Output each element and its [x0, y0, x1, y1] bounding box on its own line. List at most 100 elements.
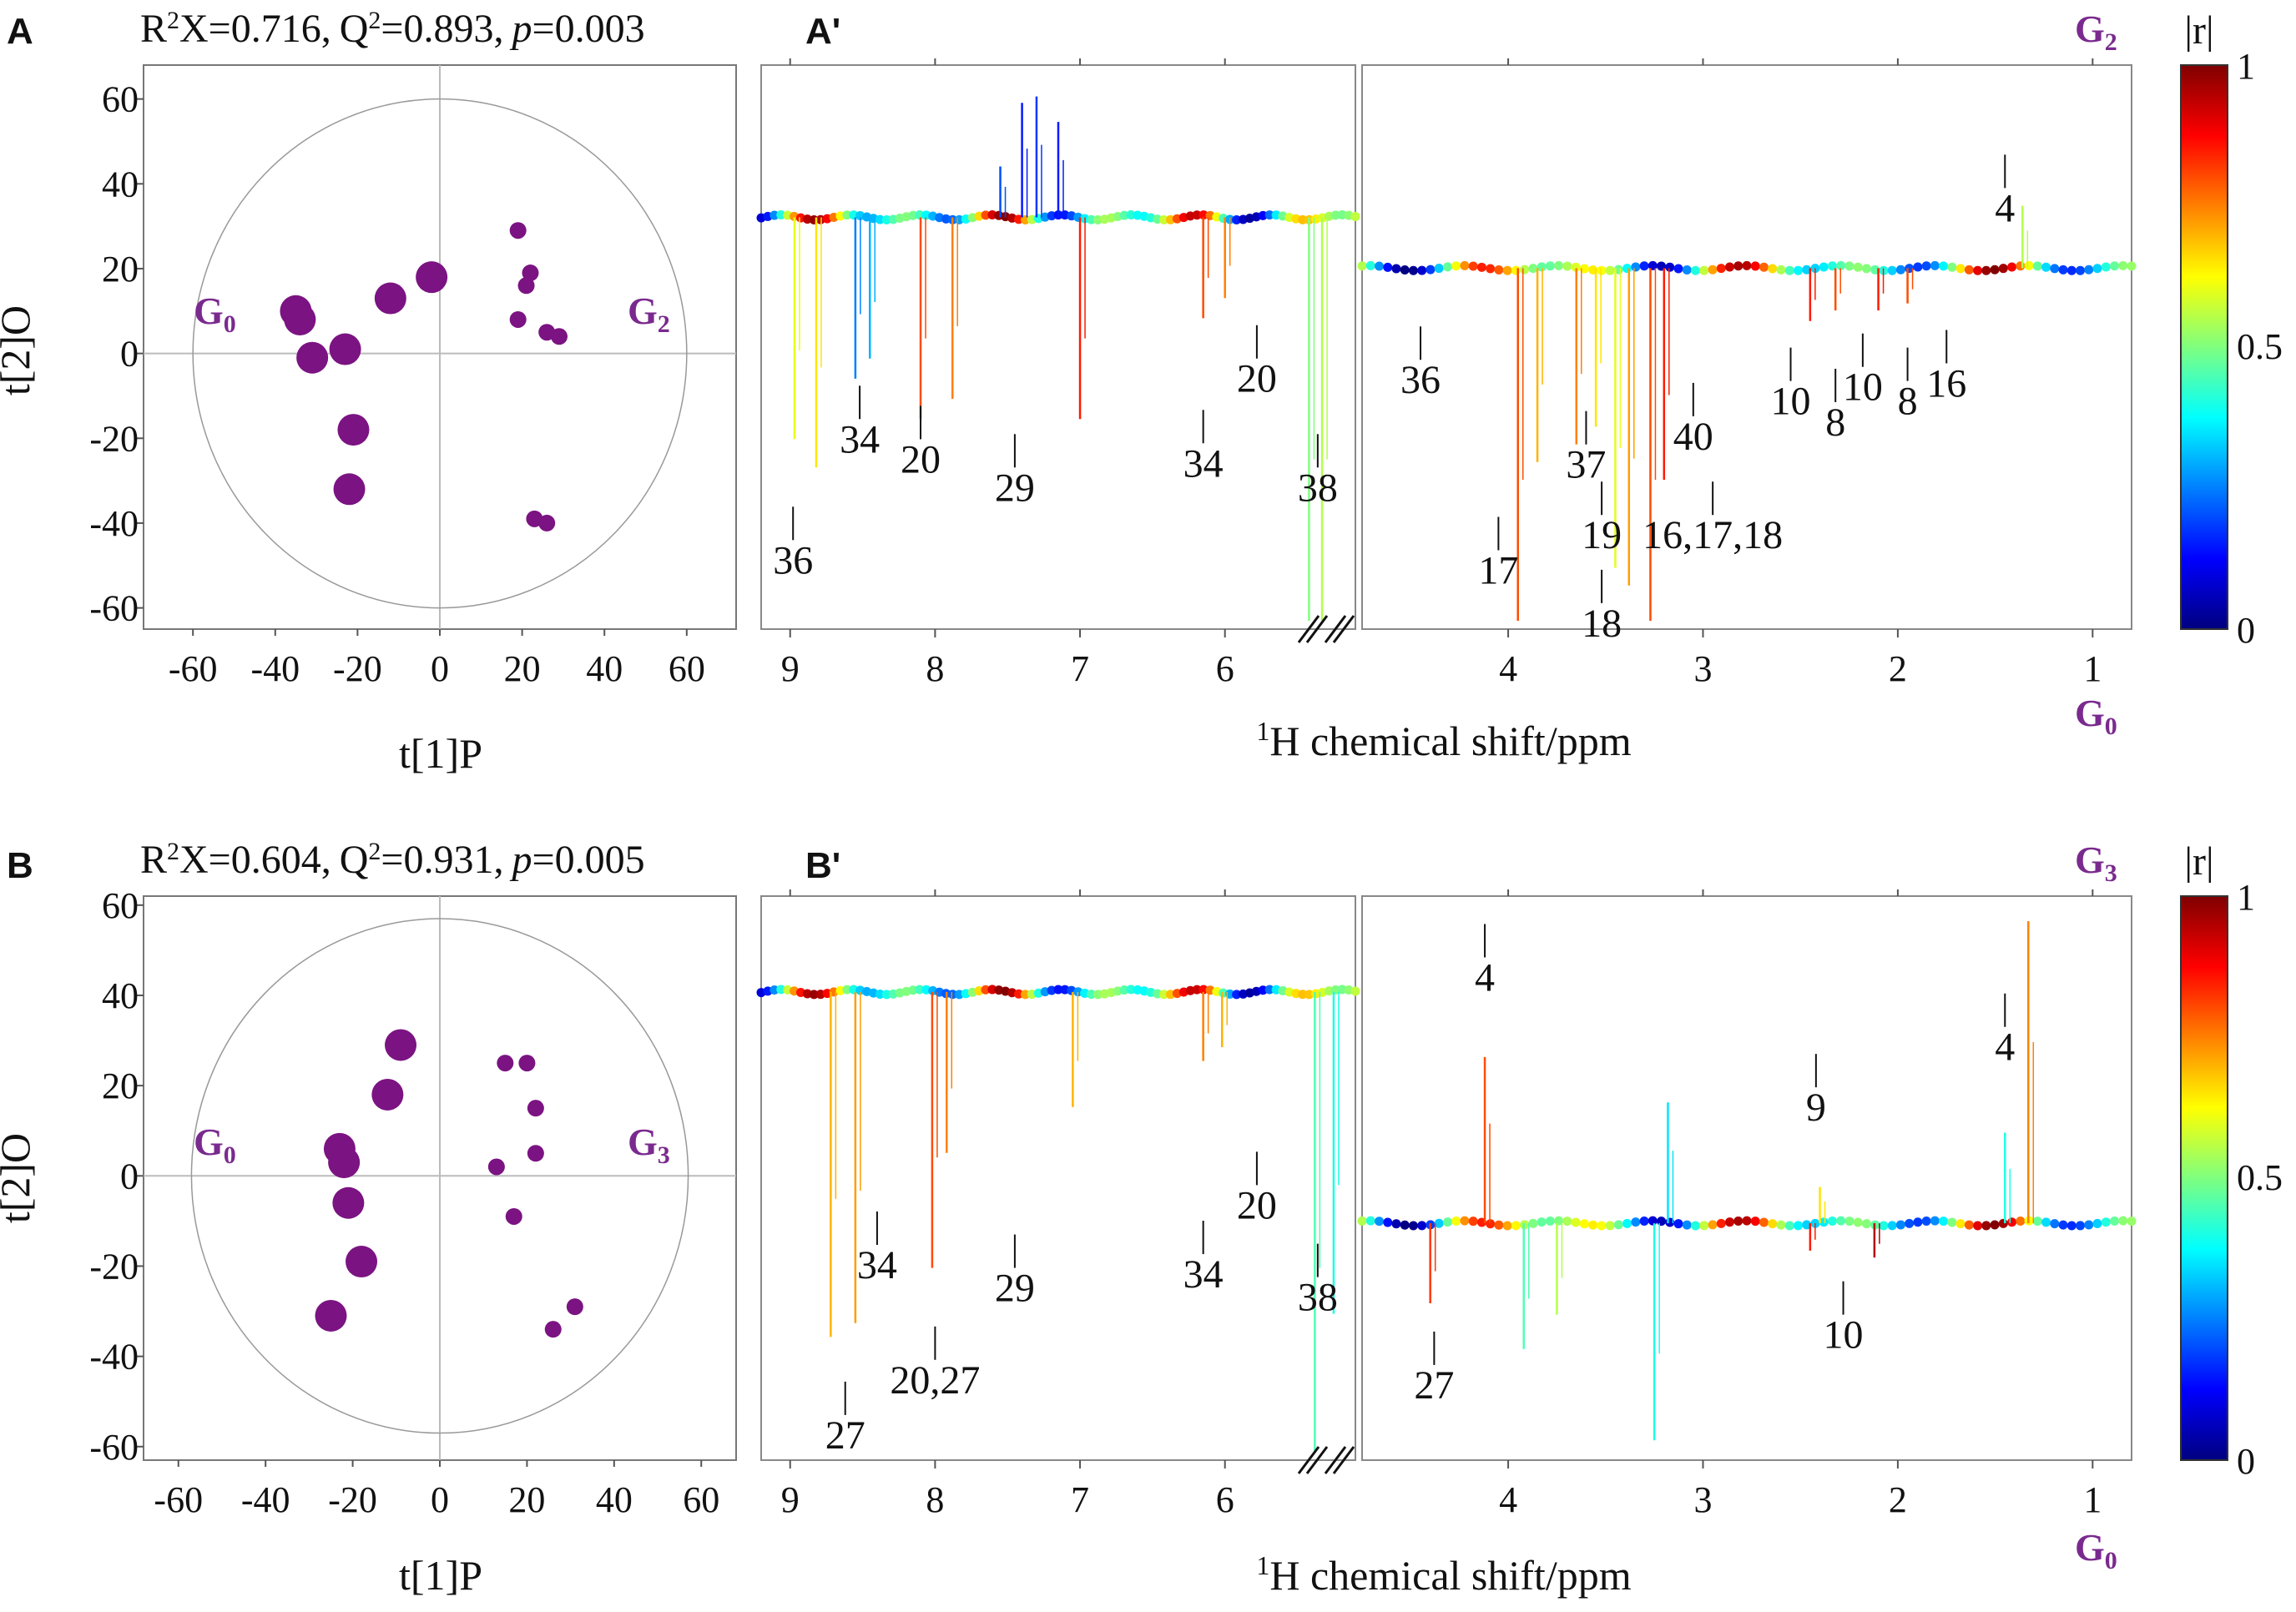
- score-point-G0: [333, 473, 366, 506]
- x-tick-label: -40: [241, 1479, 290, 1520]
- peak-annotation-label: 19: [1582, 513, 1622, 557]
- baseline-dot: [1853, 1217, 1863, 1227]
- baseline-dot: [1502, 265, 1512, 275]
- top-group-label-B-prime: G3: [2075, 839, 2117, 887]
- baseline-dot: [1486, 1219, 1496, 1229]
- baseline-dot: [1126, 210, 1136, 220]
- baseline-dot: [908, 210, 918, 220]
- baseline-dot: [1258, 985, 1268, 995]
- baseline-dot: [1750, 1217, 1760, 1227]
- y-tick-label: -60: [89, 588, 139, 629]
- baseline-dot: [1014, 989, 1024, 999]
- baseline-dot: [1657, 1217, 1667, 1227]
- y-tick-label: 40: [102, 164, 139, 204]
- colorbar-A-prime: |r| 1 0.5 0: [2180, 8, 2283, 651]
- peak-annotation-label: 34: [1183, 441, 1224, 486]
- panel-label-B-prime: B': [805, 845, 840, 886]
- baseline-dot: [1716, 1218, 1726, 1228]
- x-tick-label: 20: [508, 1479, 545, 1520]
- baseline-dot: [1408, 1221, 1418, 1231]
- baseline-dot: [1913, 1217, 1923, 1227]
- baseline-dot: [2092, 1218, 2102, 1228]
- y-tick-label: -40: [89, 503, 139, 544]
- peak-annotation-label: 16,17,18: [1643, 513, 1783, 557]
- baseline-dot: [1895, 264, 1905, 275]
- panel-label-A-prime: A': [805, 11, 840, 52]
- baseline-dot: [875, 989, 885, 999]
- axis-break-mark-left: [1305, 615, 1329, 643]
- baseline-dot: [1639, 261, 1649, 271]
- baseline-dot: [1198, 210, 1209, 220]
- x-tick-label: 8: [926, 648, 944, 689]
- baseline-dot: [1468, 1217, 1478, 1227]
- peak-annotation-label: 27: [825, 1413, 865, 1458]
- baseline-dot: [1468, 261, 1478, 271]
- baseline-dot: [1350, 212, 1360, 222]
- baseline-dot: [1947, 1217, 1957, 1227]
- x-tick-label: 8: [926, 1479, 944, 1520]
- baseline-dot: [1374, 1217, 1384, 1227]
- score-point-G3: [505, 1207, 522, 1225]
- baseline-dot: [1486, 264, 1496, 274]
- baseline-dot: [1844, 1217, 1854, 1227]
- baseline-dot: [1383, 262, 1393, 272]
- peak-annotation-label: 4: [1995, 1025, 2015, 1070]
- baseline-dot: [1802, 264, 1812, 275]
- baseline-dot: [1087, 990, 1097, 1000]
- baseline-dot: [1520, 264, 1530, 275]
- axis-break-mark-left: [1297, 1446, 1320, 1474]
- score-point-G0: [371, 1078, 404, 1111]
- baseline-dot: [1192, 985, 1202, 995]
- baseline-dot: [1605, 1221, 1615, 1231]
- baseline-dot: [1639, 1216, 1649, 1226]
- baseline-dot: [1631, 1217, 1641, 1227]
- y-tick-label: -40: [89, 1337, 139, 1378]
- score-point-G2: [522, 264, 539, 282]
- baseline-dot: [1119, 985, 1129, 995]
- baseline-dot: [1853, 262, 1863, 272]
- baseline-dot: [1476, 262, 1486, 272]
- baseline-dot: [1836, 260, 1846, 270]
- x-tick-label: -60: [154, 1479, 203, 1520]
- baseline-dot: [1819, 1217, 1829, 1227]
- baseline-dot: [1665, 262, 1675, 272]
- baseline-dot: [1528, 1218, 1538, 1228]
- baseline-dot: [1365, 260, 1375, 270]
- baseline-dot: [1861, 264, 1871, 274]
- peak-annotation-label: 8: [1898, 380, 1918, 424]
- baseline-dot: [1998, 264, 2008, 274]
- peak-annotation-label: 36: [773, 538, 813, 582]
- baseline-dot: [2084, 264, 2094, 275]
- baseline-dot: [2110, 1217, 2120, 1227]
- peak-annotation-label: 29: [995, 466, 1035, 510]
- peak-annotation-label: 37: [1566, 443, 1606, 487]
- baseline-dot: [1460, 260, 1470, 270]
- x-tick-label: 40: [596, 1479, 633, 1520]
- baseline-dot: [1990, 1220, 2000, 1230]
- baseline-dot: [776, 985, 786, 995]
- colorbar-tick-top-B-prime: 1: [2237, 877, 2255, 918]
- baseline-dot: [1092, 990, 1103, 1000]
- baseline-dot: [1562, 1217, 1572, 1227]
- baseline-dot: [1192, 210, 1202, 220]
- peak-annotation-label: 20: [1237, 357, 1277, 401]
- baseline-dot: [1571, 262, 1581, 272]
- baseline-dot: [770, 210, 780, 220]
- baseline-dot: [2110, 261, 2120, 271]
- baseline-dot: [1622, 1218, 1632, 1228]
- baseline-dot: [2016, 261, 2026, 271]
- peak-annotation-label: 10: [1843, 365, 1883, 410]
- x-tick-label: -20: [328, 1479, 377, 1520]
- baseline-dot: [908, 985, 918, 995]
- x-tick-label: 0: [431, 648, 449, 689]
- baseline-dot: [2050, 264, 2060, 274]
- baseline-dot: [2007, 262, 2017, 272]
- baseline-dot: [1733, 1216, 1743, 1226]
- axis-break-mark-left2: [1332, 1446, 1355, 1474]
- baseline-dot: [1930, 1216, 1940, 1226]
- baseline-dot: [1426, 264, 1436, 275]
- score-point-G0: [329, 333, 361, 365]
- peak-annotation-label: 20: [901, 437, 941, 481]
- baseline-dot: [1742, 1216, 1752, 1226]
